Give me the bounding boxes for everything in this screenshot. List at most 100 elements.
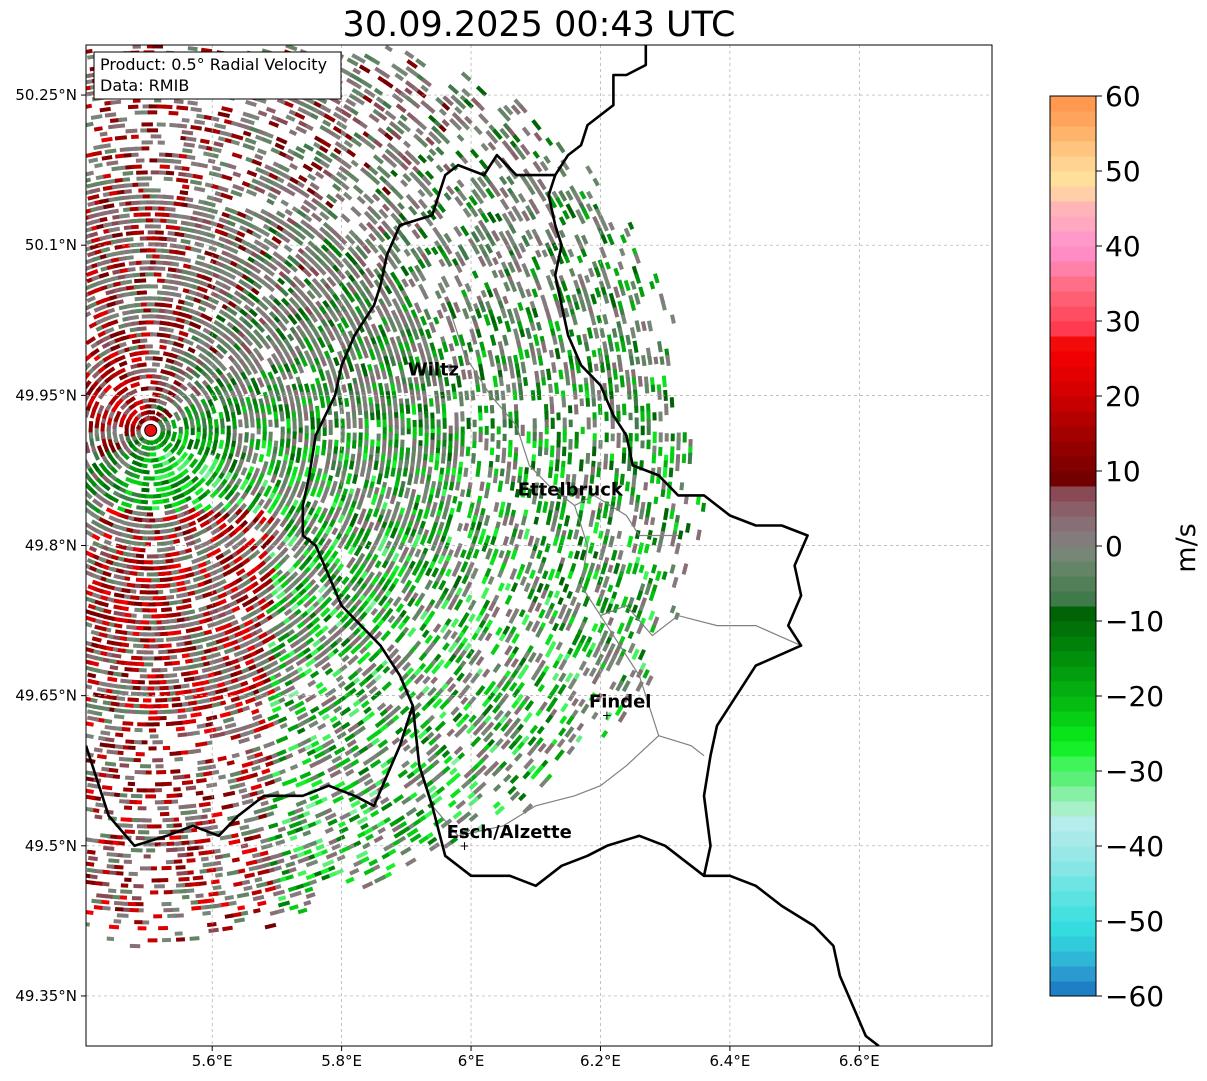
colorbar-band bbox=[1050, 111, 1096, 127]
colorbar-unit-label: m/s bbox=[1171, 523, 1202, 572]
colorbar-band bbox=[1050, 396, 1096, 412]
colorbar-band bbox=[1050, 891, 1096, 907]
place-label: Wiltz bbox=[408, 359, 459, 380]
x-tick-label: 6.4°E bbox=[709, 1052, 750, 1070]
colorbar-band bbox=[1050, 651, 1096, 667]
colorbar: 60 50 40 30 20 10 0 −10 −20 −30 −40 −50 −60 bbox=[1049, 80, 1164, 1013]
colorbar-tick-label: −40 bbox=[1105, 830, 1164, 863]
colorbar-tick-label: 60 bbox=[1105, 80, 1141, 113]
info-box-frame bbox=[93, 51, 342, 100]
figure-title: 30.09.2025 00:43 UTC bbox=[343, 5, 736, 45]
colorbar-band bbox=[1050, 966, 1096, 982]
national-border bbox=[411, 705, 705, 888]
x-tick-label: 5.8°E bbox=[321, 1052, 362, 1070]
colorbar-band bbox=[1050, 516, 1096, 532]
regional-border bbox=[658, 735, 705, 757]
national-border bbox=[86, 45, 648, 848]
x-axis-ticks: 5.6°E 5.8°E 6°E 6.2°E 6.4°E 6.6°E bbox=[192, 1046, 880, 1070]
colorbar-band bbox=[1050, 876, 1096, 892]
colorbar-tick-label: −50 bbox=[1105, 905, 1164, 938]
colorbar-band bbox=[1050, 246, 1096, 262]
colorbar-band bbox=[1050, 936, 1096, 952]
colorbar-band bbox=[1050, 486, 1096, 502]
place-label: Ettelbruck bbox=[518, 479, 624, 500]
colorbar-band bbox=[1050, 951, 1096, 967]
map-borders bbox=[86, 45, 880, 1046]
x-tick-label: 6.2°E bbox=[580, 1052, 621, 1070]
colorbar-band bbox=[1050, 696, 1096, 712]
colorbar-band bbox=[1050, 231, 1096, 247]
colorbar-band bbox=[1050, 666, 1096, 682]
x-tick-label: 5.6°E bbox=[192, 1052, 233, 1070]
colorbar-tick-label: 30 bbox=[1105, 305, 1141, 338]
colorbar-band bbox=[1050, 381, 1096, 397]
colorbar-tick-label: −10 bbox=[1105, 605, 1164, 638]
x-tick-label: 6°E bbox=[458, 1052, 485, 1070]
colorbar-band bbox=[1050, 501, 1096, 517]
place-label: Findel bbox=[589, 692, 652, 713]
colorbar-band bbox=[1050, 786, 1096, 802]
colorbar-band bbox=[1050, 921, 1096, 937]
colorbar-band bbox=[1050, 186, 1096, 202]
colorbar-tick-label: −20 bbox=[1105, 680, 1164, 713]
regional-border bbox=[574, 505, 802, 647]
colorbar-band bbox=[1050, 576, 1096, 592]
colorbar-tick-label: −60 bbox=[1105, 980, 1164, 1013]
national-border bbox=[547, 174, 880, 1046]
y-tick-label: 49.35°N bbox=[15, 987, 77, 1005]
colorbar-band bbox=[1050, 621, 1096, 637]
y-tick-label: 49.95°N bbox=[15, 386, 77, 404]
place-marker-icon: + bbox=[602, 709, 612, 723]
colorbar-tick-label: 50 bbox=[1105, 155, 1141, 188]
colorbar-band bbox=[1050, 411, 1096, 427]
colorbar-band bbox=[1050, 726, 1096, 742]
place-label: Esch/Alzette bbox=[447, 822, 572, 843]
colorbar-band bbox=[1050, 846, 1096, 862]
colorbar-tick-label: 0 bbox=[1105, 530, 1123, 563]
regional-border bbox=[451, 315, 530, 466]
data-source-label: Data: RMIB bbox=[100, 76, 189, 95]
colorbar-band bbox=[1050, 756, 1096, 772]
colorbar-tick-label: −30 bbox=[1105, 755, 1164, 788]
colorbar-band bbox=[1050, 426, 1096, 442]
colorbar-band bbox=[1050, 171, 1096, 187]
colorbar-tick-label: 20 bbox=[1105, 380, 1141, 413]
colorbar-band bbox=[1050, 816, 1096, 832]
colorbar-band bbox=[1050, 771, 1096, 787]
y-tick-label: 49.65°N bbox=[15, 687, 77, 705]
y-axis-ticks: 50.25°N 50.1°N 49.95°N 49.8°N 49.65°N 49.5°N 4… bbox=[15, 86, 86, 1005]
place-marker-icon: + bbox=[460, 839, 470, 853]
regional-border bbox=[431, 615, 660, 837]
colorbar-band bbox=[1050, 126, 1096, 142]
colorbar-band bbox=[1050, 351, 1096, 367]
regional-border bbox=[528, 464, 679, 537]
colorbar-tick-label: 40 bbox=[1105, 230, 1141, 263]
colorbar-band bbox=[1050, 981, 1096, 997]
colorbar-band bbox=[1050, 261, 1096, 277]
colorbar-band bbox=[1050, 321, 1096, 337]
product-label: Product: 0.5° Radial Velocity bbox=[100, 55, 327, 74]
colorbar-band bbox=[1050, 96, 1096, 112]
radar-site-marker bbox=[144, 423, 158, 437]
colorbar-band bbox=[1050, 561, 1096, 577]
colorbar-band bbox=[1050, 906, 1096, 922]
colorbar-band bbox=[1050, 291, 1096, 307]
y-tick-label: 50.25°N bbox=[15, 86, 77, 104]
colorbar-band bbox=[1050, 531, 1096, 547]
colorbar-band bbox=[1050, 831, 1096, 847]
colorbar-band bbox=[1050, 636, 1096, 652]
y-tick-label: 49.8°N bbox=[25, 537, 77, 555]
colorbar-band bbox=[1050, 336, 1096, 352]
colorbar-band bbox=[1050, 216, 1096, 232]
colorbar-band bbox=[1050, 546, 1096, 562]
colorbar-band bbox=[1050, 276, 1096, 292]
colorbar-tick-label: 10 bbox=[1105, 455, 1141, 488]
colorbar-band bbox=[1050, 456, 1096, 472]
x-tick-label: 6.6°E bbox=[839, 1052, 880, 1070]
map-gridlines bbox=[86, 45, 992, 1046]
colorbar-band bbox=[1050, 156, 1096, 172]
y-tick-label: 50.1°N bbox=[25, 236, 77, 254]
colorbar-band bbox=[1050, 306, 1096, 322]
